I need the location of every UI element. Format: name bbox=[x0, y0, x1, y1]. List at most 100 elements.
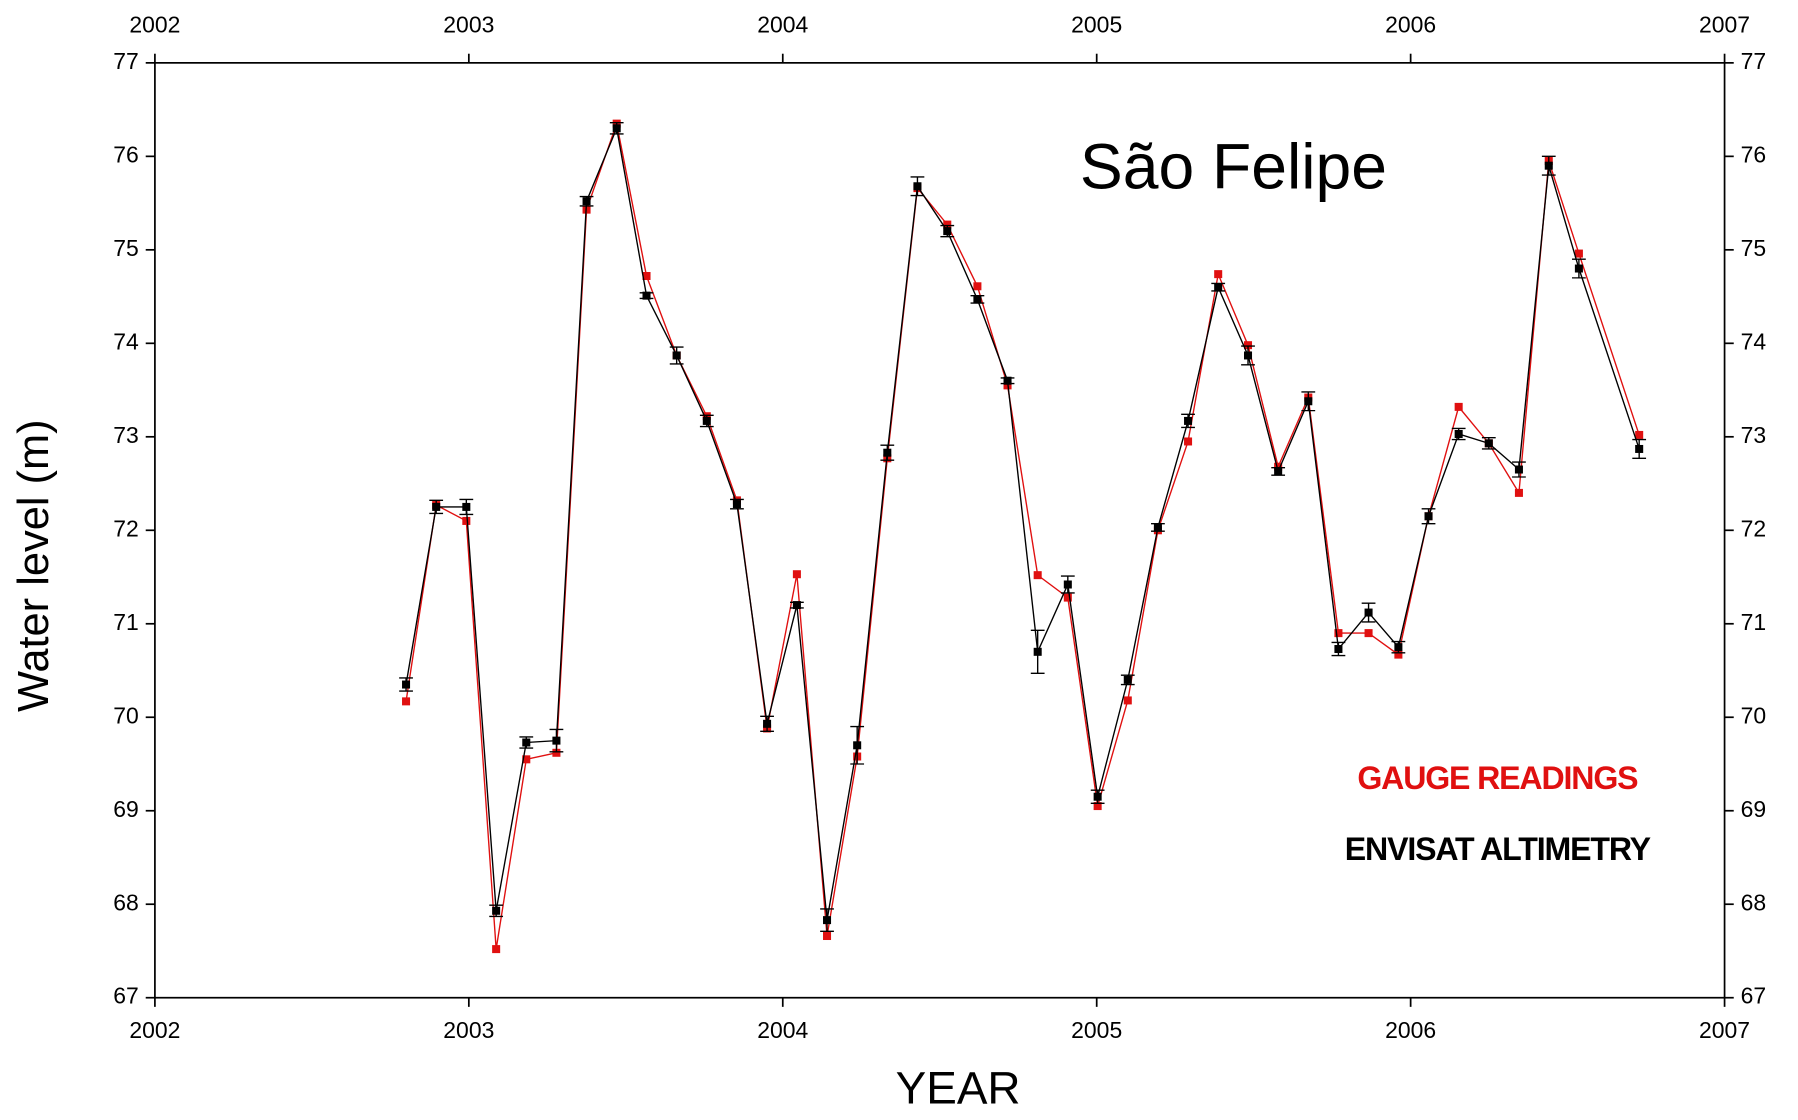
x-tick-label: 2002 bbox=[129, 1017, 180, 1043]
marker bbox=[492, 906, 501, 915]
x-axis-label: YEAR bbox=[896, 1063, 1021, 1114]
y-tick-label: 68 bbox=[113, 889, 139, 915]
y2-tick-label: 73 bbox=[1741, 422, 1767, 448]
marker bbox=[973, 282, 982, 291]
marker bbox=[1123, 696, 1132, 705]
legend-label: GAUGE READINGS bbox=[1357, 760, 1638, 796]
marker bbox=[1364, 629, 1373, 638]
y-tick-label: 74 bbox=[113, 328, 139, 354]
x2-tick-label: 2006 bbox=[1385, 11, 1436, 37]
marker bbox=[1484, 439, 1493, 448]
marker bbox=[823, 916, 832, 925]
marker bbox=[1635, 444, 1644, 453]
y2-tick-label: 70 bbox=[1741, 702, 1767, 728]
marker bbox=[943, 220, 952, 229]
marker bbox=[432, 502, 441, 511]
y2-tick-label: 77 bbox=[1741, 48, 1767, 74]
x2-tick-label: 2005 bbox=[1071, 11, 1122, 37]
marker bbox=[462, 502, 471, 511]
marker bbox=[1063, 593, 1072, 602]
x-tick-label: 2004 bbox=[757, 1017, 808, 1043]
y2-tick-label: 68 bbox=[1741, 889, 1767, 915]
marker bbox=[763, 719, 772, 728]
marker bbox=[792, 601, 801, 610]
marker bbox=[1364, 608, 1373, 617]
marker bbox=[1274, 467, 1283, 476]
marker bbox=[1214, 270, 1223, 279]
series-line bbox=[405, 121, 1640, 950]
y2-tick-label: 72 bbox=[1741, 515, 1767, 541]
marker bbox=[402, 697, 411, 706]
marker bbox=[1243, 341, 1253, 350]
marker bbox=[1574, 249, 1583, 258]
marker bbox=[582, 197, 591, 206]
marker bbox=[913, 182, 922, 191]
marker bbox=[1093, 802, 1102, 811]
marker bbox=[1033, 647, 1042, 656]
marker bbox=[883, 448, 892, 457]
y2-tick-label: 76 bbox=[1741, 141, 1767, 167]
marker bbox=[1243, 351, 1253, 360]
marker bbox=[732, 500, 741, 509]
chart-title: São Felipe bbox=[1080, 130, 1387, 202]
y2-tick-label: 75 bbox=[1741, 235, 1767, 261]
y2-tick-label: 67 bbox=[1741, 983, 1767, 1009]
y-axis-label: Water level (m) bbox=[10, 419, 58, 712]
x2-tick-label: 2003 bbox=[443, 11, 494, 37]
marker bbox=[1544, 161, 1553, 170]
x2-tick-label: 2007 bbox=[1699, 11, 1750, 37]
y-tick-label: 76 bbox=[113, 141, 139, 167]
marker bbox=[612, 124, 621, 133]
y2-tick-label: 69 bbox=[1741, 796, 1767, 822]
marker bbox=[1003, 376, 1012, 385]
marker bbox=[1334, 645, 1343, 654]
marker bbox=[672, 351, 681, 360]
marker bbox=[1033, 571, 1042, 580]
marker bbox=[1394, 643, 1403, 652]
y-tick-label: 73 bbox=[113, 422, 139, 448]
x-tick-label: 2003 bbox=[443, 1017, 494, 1043]
marker bbox=[642, 272, 651, 281]
marker bbox=[552, 736, 561, 745]
y2-tick-label: 71 bbox=[1741, 609, 1767, 635]
marker bbox=[792, 570, 801, 579]
marker bbox=[1184, 437, 1193, 446]
marker bbox=[702, 416, 711, 425]
marker bbox=[1424, 512, 1433, 521]
marker bbox=[462, 516, 471, 525]
marker bbox=[1635, 430, 1644, 439]
marker bbox=[642, 291, 651, 300]
marker bbox=[1394, 650, 1403, 659]
marker bbox=[552, 748, 561, 757]
y-tick-label: 77 bbox=[113, 48, 139, 74]
marker bbox=[1454, 402, 1463, 411]
marker bbox=[1304, 397, 1313, 406]
y-tick-label: 69 bbox=[113, 796, 139, 822]
series-line bbox=[405, 125, 1640, 921]
x-tick-label: 2007 bbox=[1699, 1017, 1750, 1043]
x-tick-label: 2005 bbox=[1071, 1017, 1122, 1043]
marker bbox=[1514, 488, 1523, 497]
marker bbox=[1274, 462, 1283, 471]
marker bbox=[1123, 675, 1132, 684]
marker bbox=[1334, 629, 1343, 638]
x-tick-label: 2006 bbox=[1385, 1017, 1436, 1043]
marker bbox=[1153, 523, 1162, 532]
marker bbox=[522, 738, 531, 747]
y-tick-label: 70 bbox=[113, 702, 139, 728]
marker bbox=[823, 932, 832, 941]
marker bbox=[1574, 264, 1583, 273]
legend-label: ENVISAT ALTIMETRY bbox=[1345, 831, 1651, 867]
marker bbox=[1454, 429, 1463, 438]
y-tick-label: 75 bbox=[113, 235, 139, 261]
marker bbox=[853, 741, 862, 750]
marker bbox=[492, 945, 501, 954]
marker bbox=[1184, 416, 1193, 425]
marker bbox=[973, 295, 982, 304]
marker bbox=[943, 227, 952, 236]
x2-tick-label: 2004 bbox=[757, 11, 808, 37]
y-tick-label: 67 bbox=[113, 983, 139, 1009]
marker bbox=[1514, 465, 1523, 474]
marker bbox=[522, 755, 531, 764]
